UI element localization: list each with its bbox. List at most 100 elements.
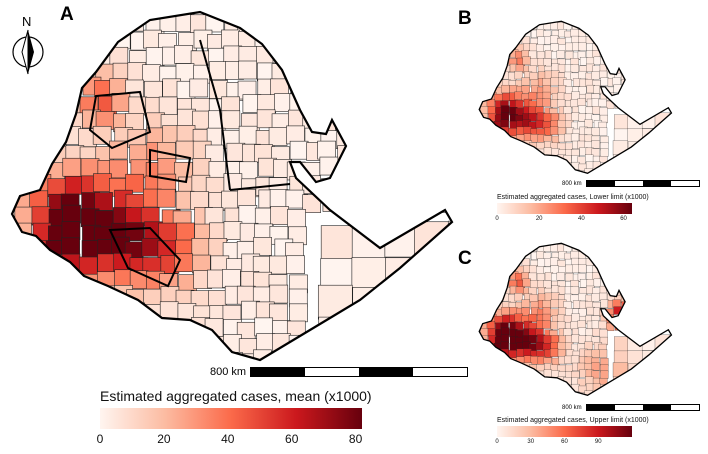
district-cell — [50, 366, 68, 380]
district-cell — [13, 93, 33, 112]
district-cell — [612, 21, 621, 30]
district-cell — [678, 245, 686, 253]
district-cell — [110, 336, 130, 356]
district-cell — [640, 307, 649, 316]
district-cell — [305, 97, 325, 117]
district-cell — [351, 12, 371, 18]
district-cell — [668, 29, 672, 38]
district-cell — [614, 336, 630, 352]
district-cell — [577, 98, 586, 107]
district-cell — [431, 146, 451, 165]
district-cell — [557, 169, 566, 174]
district-cell — [193, 335, 212, 355]
district-cell — [479, 86, 484, 95]
district-cell — [479, 363, 482, 372]
district-cell — [530, 280, 539, 289]
district-cell — [486, 265, 495, 274]
district-cell — [536, 44, 545, 53]
district-cell — [317, 33, 337, 52]
district-cell — [619, 29, 628, 39]
district-cell — [206, 336, 226, 355]
district-cell — [677, 85, 685, 93]
district-cell — [543, 162, 552, 171]
district-cell — [13, 241, 32, 260]
district-cell — [488, 140, 497, 150]
district-cell — [556, 50, 565, 59]
district-cell — [351, 257, 387, 292]
district-cell — [479, 342, 481, 351]
district-cell — [530, 163, 539, 173]
district-cell — [96, 29, 116, 49]
district-cell — [584, 245, 593, 254]
district-cell — [31, 271, 50, 290]
district-cell — [654, 84, 663, 93]
district-cell — [655, 376, 671, 392]
district-cell — [570, 64, 579, 73]
panel-label-c: C — [458, 248, 472, 269]
district-cell — [522, 278, 531, 287]
district-cell — [528, 113, 537, 122]
district-cell — [542, 300, 551, 309]
district-cell — [550, 35, 559, 44]
district-cell — [463, 190, 481, 208]
district-cell — [479, 335, 482, 344]
district-cell — [488, 293, 497, 302]
district-cell — [570, 99, 579, 108]
district-cell — [12, 81, 17, 100]
district-cell — [29, 76, 49, 96]
district-cell — [428, 113, 448, 133]
district-cell — [591, 293, 600, 302]
district-cell — [669, 279, 672, 288]
district-cell — [675, 279, 683, 287]
district-cell — [570, 321, 579, 330]
district-cell — [654, 251, 663, 260]
district-cell — [366, 128, 385, 148]
district-cell — [570, 133, 580, 142]
district-cell — [479, 384, 483, 393]
district-cell — [669, 286, 672, 295]
district-cell — [46, 48, 66, 67]
district-cell — [564, 384, 573, 393]
scale-label-b: 800 km — [562, 180, 582, 187]
district-cell — [61, 237, 80, 257]
district-cell — [528, 21, 537, 30]
district-cell — [486, 271, 495, 280]
district-cell — [144, 80, 163, 100]
district-cell — [627, 22, 636, 31]
district-cell — [662, 301, 671, 310]
district-cell — [663, 252, 672, 261]
district-cell — [542, 85, 551, 94]
district-cell — [47, 33, 66, 53]
district-cell — [649, 21, 658, 26]
district-cell — [641, 287, 650, 297]
district-cell — [495, 170, 504, 174]
district-cell — [49, 354, 69, 360]
district-cell — [488, 71, 497, 80]
district-cell — [31, 17, 51, 37]
district-cell — [446, 141, 452, 160]
district-cell — [502, 21, 511, 23]
district-cell — [489, 177, 497, 182]
district-cell — [495, 51, 504, 60]
district-cell — [480, 273, 489, 282]
district-cell — [479, 134, 483, 143]
district-cell — [493, 147, 503, 156]
district-cell — [398, 48, 418, 67]
district-cell — [322, 193, 342, 212]
district-cell — [627, 243, 636, 246]
district-cell — [429, 158, 449, 178]
district-cell — [480, 357, 489, 367]
district-cell — [655, 364, 671, 380]
district-cell — [515, 99, 524, 109]
district-cell — [516, 28, 525, 38]
district-cell — [628, 320, 637, 330]
district-cell — [479, 64, 482, 73]
district-cell — [2, 366, 20, 380]
district-cell — [656, 390, 672, 396]
district-cell — [445, 161, 452, 181]
district-cell — [530, 155, 539, 164]
district-cell — [401, 189, 421, 209]
district-cell — [500, 258, 509, 267]
district-cell — [29, 190, 48, 210]
legend-tick-label: 0 — [495, 216, 499, 222]
